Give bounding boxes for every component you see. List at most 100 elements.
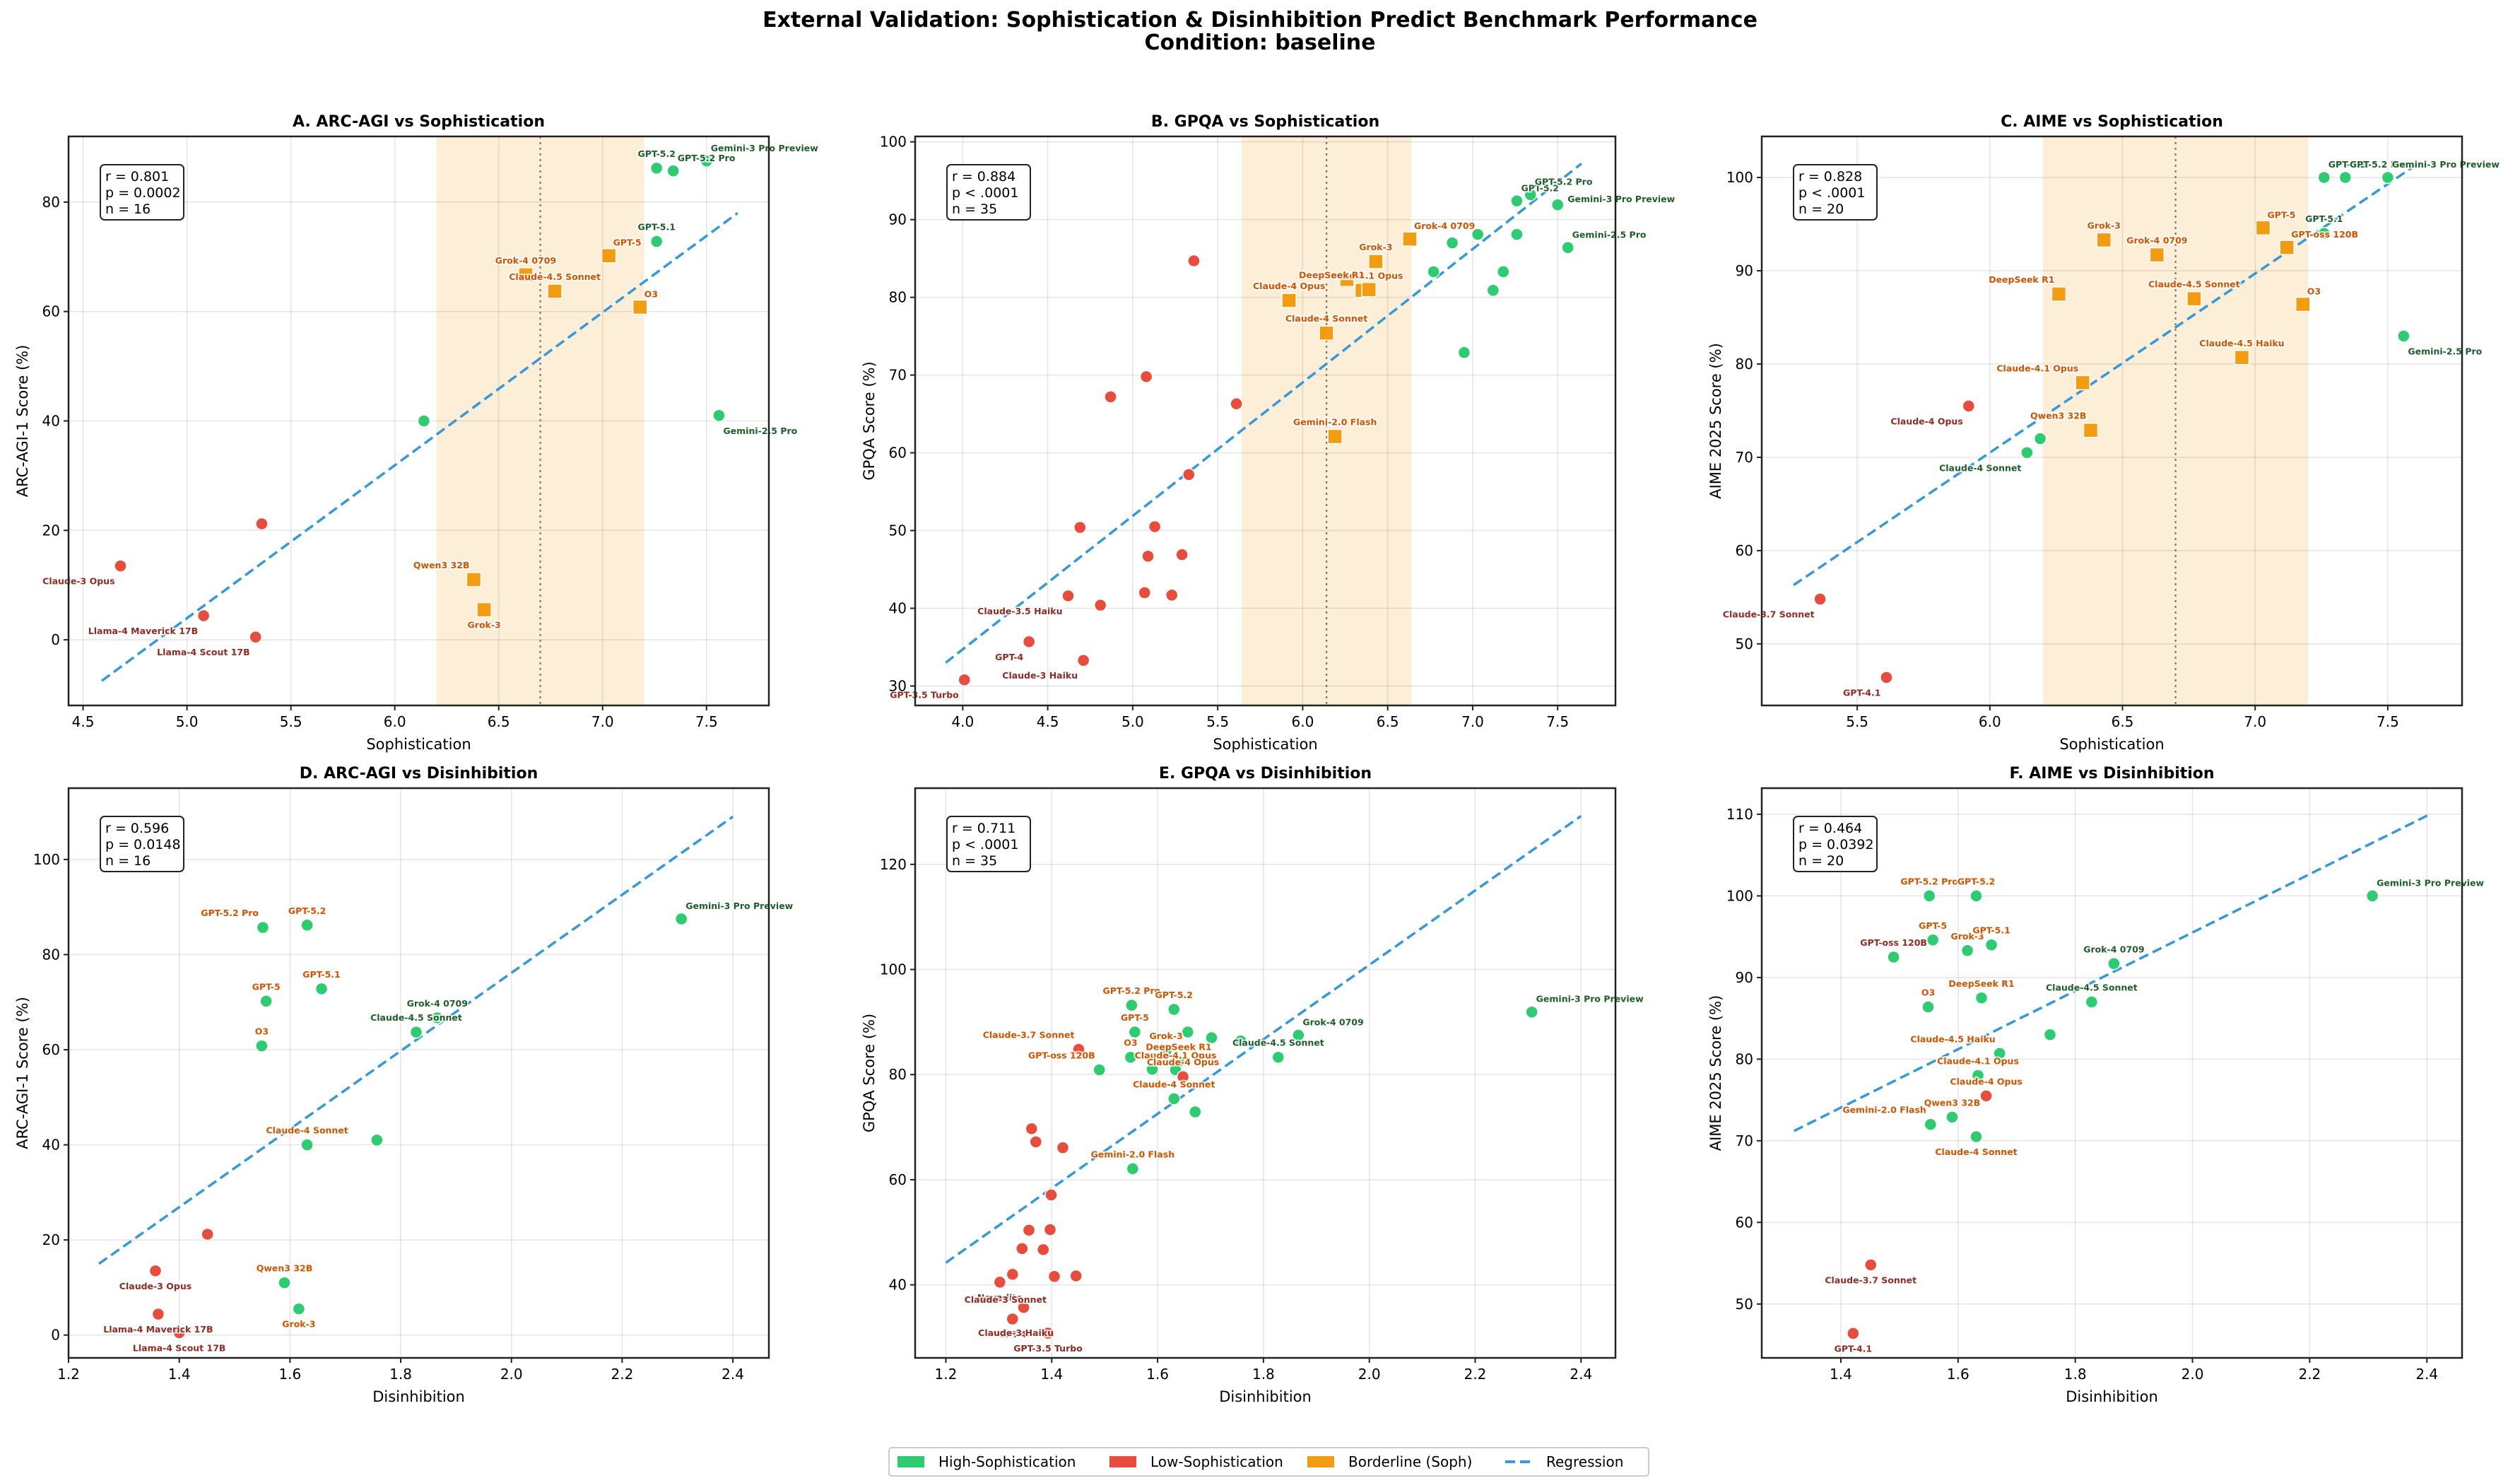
stats-r: r = 0.828 [1798,169,1862,184]
x-tick-label: 5.5 [280,713,302,730]
x-tick-label: 7.5 [695,713,718,730]
point-label: GPT-5.2 Pro [1900,876,1958,886]
point-label: Grok-3 [1359,242,1392,252]
point-label: Claude-3.7 Sonnet [983,1030,1075,1041]
point-label: Gemini-2.0 Flash [1842,1105,1926,1115]
data-point-square [2186,291,2202,307]
data-point-square [2096,232,2112,248]
x-tick-label: 1.8 [1252,1366,1275,1383]
data-point [1984,938,1998,951]
point-label: Claude-4 Sonnet [1285,313,1367,324]
data-point [249,630,262,644]
plot-area [1762,136,2462,705]
y-tick-label: 30 [889,678,907,695]
point-label: GPT-5.2 Pro [1103,985,1161,996]
stats-box [946,164,1031,221]
stats-n: n = 35 [952,853,997,869]
point-label: Gemini-2.0 Flash [1091,1149,1175,1159]
data-point [1496,265,1510,279]
point-label: GPT-5.2 [637,148,675,159]
point-label: GPT-5.1 [1972,925,2010,936]
point-label: GPT-5 [613,238,642,248]
data-point [1427,265,1440,279]
y-tick-label: 50 [1736,635,1753,652]
stats-n: n = 16 [105,853,151,869]
y-tick-label: 110 [1726,806,1753,823]
x-tick-label: 7.5 [1546,713,1569,730]
figure-subtitle: Condition: baseline [1145,30,1376,55]
plot-frame [914,787,1617,1359]
point-label: Grok-3 [1149,1031,1182,1041]
data-point [2033,432,2047,445]
legend-label: Low-Sophistication [1150,1453,1283,1470]
x-tick-label: 6.0 [1292,713,1314,730]
stats-n: n = 16 [105,201,151,217]
legend: High-Sophistication Low-Sophistication Bor… [888,1447,1649,1477]
point-label: O3 [255,1026,269,1037]
data-point [256,920,270,934]
x-tick-label: 1.8 [389,1366,412,1383]
point-label: Gemini-2.5 Pro [723,426,797,436]
data-point [2365,889,2379,903]
point-label: Gemini-2.5 Pro [2408,346,2482,356]
data-point [1510,228,1524,241]
data-point [1029,1135,1043,1149]
point-label: Claude-4.5 Sonnet [370,1012,462,1023]
stats-box [1793,816,1878,872]
point-label: Gemini-3 Pro Preview [685,901,793,911]
x-tick-label: 2.4 [722,1366,744,1383]
y-tick-label: 80 [42,946,60,963]
data-point [1813,592,1827,606]
point-label: Claude-4.1 Opus [1135,1050,1217,1061]
y-axis-label: ARC-AGI-1 Score (%) [14,997,31,1149]
data-point [1993,1047,2006,1060]
y-tick-label: 80 [889,289,907,306]
data-point [1970,889,1983,903]
x-axis-label: Disinhibition [372,1388,465,1405]
data-point [1073,520,1087,534]
point-label: Claude-4.1 Opus [1321,271,1403,281]
point-label: Grok-4 0709 [2083,944,2144,954]
x-tick-label: 2.0 [1358,1366,1381,1383]
data-point [1887,950,1900,964]
point-label: GPT-5 [1919,920,1947,931]
data-point [1962,399,1976,413]
data-point [1047,1270,1061,1284]
point-label: Qwen3 32B [1924,1097,1981,1108]
y-tick-label: 60 [1736,1214,1753,1231]
data-point [1863,1258,1878,1272]
stats-n: n = 20 [1798,201,1844,217]
data-point [1960,944,1974,958]
data-point [1847,1327,1860,1340]
point-label: GPT-5 [2267,209,2295,220]
point-label: GPT-5.2 [1521,182,1558,193]
y-tick-label: 100 [880,134,907,151]
point-label: GPT-3.5 Turbo [890,690,959,701]
stats-r: r = 0.711 [952,821,1015,836]
point-label: GPT-5.2 Pro [1535,176,1593,187]
regression-line [945,163,1582,664]
data-point [1072,1043,1085,1056]
data-point-square [2279,240,2295,255]
point-label: Llama-4 Maverick 17B [88,626,198,636]
y-tick-label: 60 [889,1171,907,1188]
point-label: Claude-4 Sonnet [1939,462,2021,473]
stats-p: p < .0001 [952,185,1018,201]
y-tick-label: 80 [1736,356,1753,373]
x-tick-label: 6.5 [2112,713,2134,730]
point-label: GPT-5.2 [2328,159,2366,170]
point-label: GPT-5 [252,981,281,992]
x-axis-label: Sophistication [1213,736,1317,753]
data-point [1041,1326,1055,1340]
point-label: O3 [1921,987,1935,997]
data-point-square [547,283,563,299]
y-tick-label: 40 [889,600,907,617]
data-point [1525,1005,1538,1019]
data-point [255,517,269,531]
point-label: Claude-3.7 Sonnet [1825,1274,1917,1285]
data-point [1970,1130,1983,1144]
point-label: Claude-3 Haiku [1002,670,1078,681]
data-point [2317,170,2331,184]
y-tick-label: 120 [880,856,907,873]
y-tick-label: 70 [1736,1132,1753,1149]
